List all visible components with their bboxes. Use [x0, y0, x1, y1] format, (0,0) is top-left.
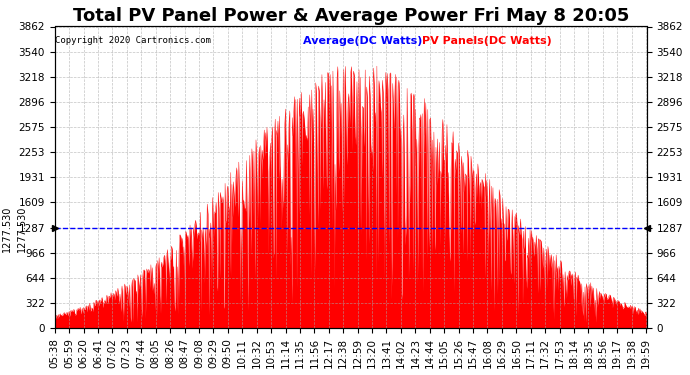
Title: Total PV Panel Power & Average Power Fri May 8 20:05: Total PV Panel Power & Average Power Fri… — [72, 7, 629, 25]
Text: Copyright 2020 Cartronics.com: Copyright 2020 Cartronics.com — [55, 36, 211, 45]
Text: Average(DC Watts): Average(DC Watts) — [304, 36, 423, 45]
Text: 1277.530: 1277.530 — [2, 205, 12, 252]
Text: 1277.530: 1277.530 — [17, 205, 27, 252]
Text: PV Panels(DC Watts): PV Panels(DC Watts) — [422, 36, 551, 45]
